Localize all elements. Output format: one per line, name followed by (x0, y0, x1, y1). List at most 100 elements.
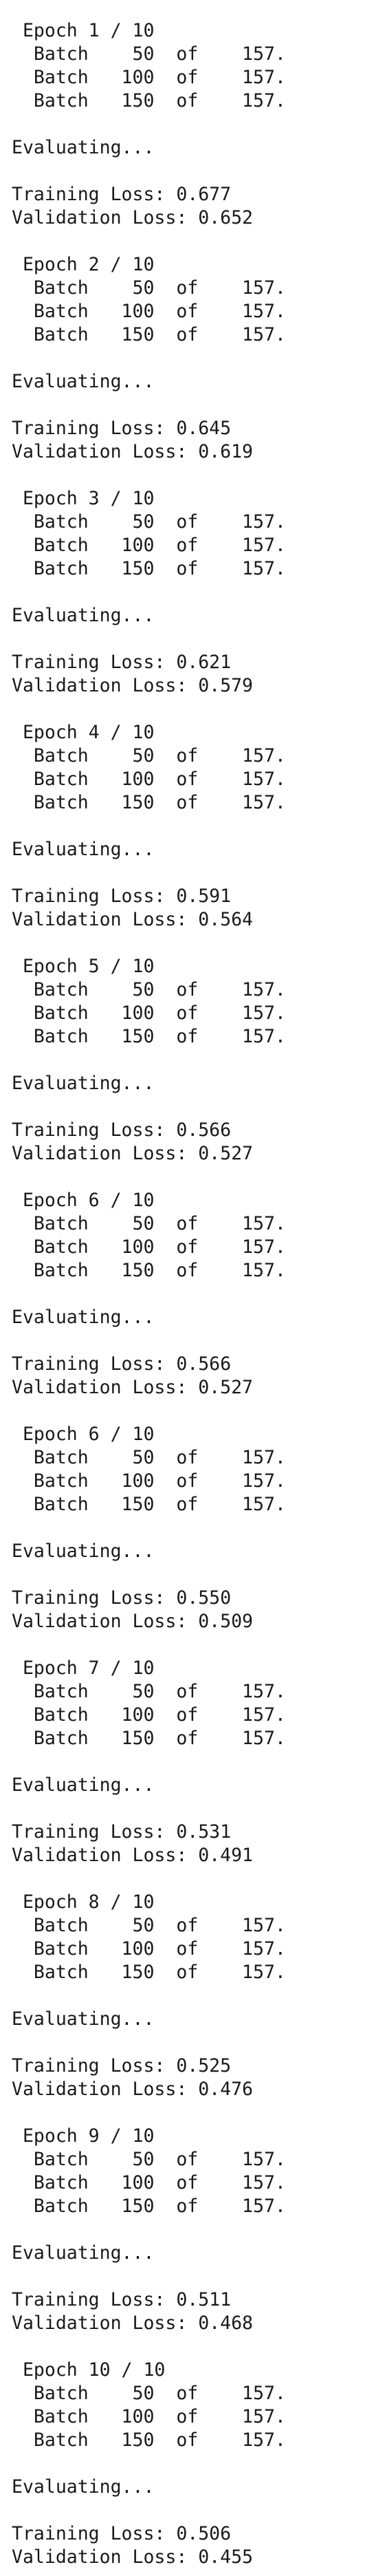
training-loss-line: Training Loss: 0.621 (12, 652, 232, 673)
training-loss-line: Training Loss: 0.525 (12, 2055, 232, 2076)
blank-line (12, 2335, 374, 2359)
batch-progress-line: Batch 100 of 157. (12, 301, 286, 322)
blank-line (12, 1867, 374, 1891)
blank-line (12, 1049, 374, 1072)
blank-line (12, 1399, 374, 1423)
blank-line (12, 1516, 374, 1540)
evaluating-line: Evaluating... (12, 2476, 155, 2498)
blank-line (12, 815, 374, 838)
batch-progress-line: Batch 50 of 157. (12, 1681, 286, 1702)
batch-progress-line: Batch 50 of 157. (12, 979, 286, 1000)
batch-progress-line: Batch 50 of 157. (12, 1447, 286, 1468)
batch-progress-line: Batch 50 of 157. (12, 511, 286, 533)
blank-line (12, 2101, 374, 2125)
evaluating-line: Evaluating... (12, 137, 155, 158)
batch-progress-line: Batch 100 of 157. (12, 1236, 286, 1258)
epoch-header-line: Epoch 6 / 10 (12, 1190, 155, 1211)
blank-line (12, 1633, 374, 1657)
blank-line (12, 1984, 374, 2008)
batch-progress-line: Batch 100 of 157. (12, 2406, 286, 2427)
blank-line (12, 581, 374, 604)
batch-progress-line: Batch 150 of 157. (12, 324, 286, 345)
training-loss-line: Training Loss: 0.550 (12, 1587, 232, 1609)
batch-progress-line: Batch 100 of 157. (12, 67, 286, 88)
epoch-header-line: Epoch 10 / 10 (12, 2359, 166, 2381)
blank-line (12, 464, 374, 487)
blank-line (12, 627, 374, 651)
batch-progress-line: Batch 100 of 157. (12, 1704, 286, 1726)
training-loss-line: Training Loss: 0.566 (12, 1353, 232, 1375)
epoch-header-line: Epoch 3 / 10 (12, 488, 155, 509)
batch-progress-line: Batch 150 of 157. (12, 1728, 286, 1749)
blank-line (12, 2499, 374, 2522)
batch-progress-line: Batch 100 of 157. (12, 1470, 286, 1492)
validation-loss-line: Validation Loss: 0.564 (12, 909, 253, 930)
batch-progress-line: Batch 100 of 157. (12, 769, 286, 790)
epoch-header-line: Epoch 2 / 10 (12, 254, 155, 275)
evaluating-line: Evaluating... (12, 371, 155, 392)
batch-progress-line: Batch 150 of 157. (12, 1962, 286, 1983)
training-loss-line: Training Loss: 0.506 (12, 2523, 232, 2544)
blank-line (12, 1750, 374, 1774)
evaluating-line: Evaluating... (12, 1541, 155, 1562)
epoch-header-line: Epoch 6 / 10 (12, 1424, 155, 1445)
validation-loss-line: Validation Loss: 0.455 (12, 2546, 253, 2568)
training-loss-line: Training Loss: 0.531 (12, 1821, 232, 1843)
blank-line (12, 394, 374, 417)
evaluating-line: Evaluating... (12, 1073, 155, 1094)
blank-line (12, 230, 374, 253)
training-loss-line: Training Loss: 0.677 (12, 184, 232, 205)
validation-loss-line: Validation Loss: 0.476 (12, 2079, 253, 2100)
blank-line (12, 2265, 374, 2288)
evaluating-line: Evaluating... (12, 1774, 155, 1796)
epoch-header-line: Epoch 5 / 10 (12, 956, 155, 977)
batch-progress-line: Batch 150 of 157. (12, 558, 286, 579)
validation-loss-line: Validation Loss: 0.468 (12, 2312, 253, 2334)
evaluating-line: Evaluating... (12, 1307, 155, 1328)
blank-line (12, 113, 374, 136)
batch-progress-line: Batch 150 of 157. (12, 792, 286, 813)
batch-progress-line: Batch 150 of 157. (12, 1494, 286, 1515)
batch-progress-line: Batch 150 of 157. (12, 2429, 286, 2451)
blank-line (12, 347, 374, 370)
batch-progress-line: Batch 100 of 157. (12, 1002, 286, 1024)
batch-progress-line: Batch 50 of 157. (12, 1915, 286, 1936)
epoch-header-line: Epoch 7 / 10 (12, 1657, 155, 1679)
evaluating-line: Evaluating... (12, 839, 155, 860)
blank-line (12, 1797, 374, 1821)
blank-line (12, 160, 374, 183)
batch-progress-line: Batch 100 of 157. (12, 1938, 286, 1960)
batch-progress-line: Batch 50 of 157. (12, 43, 286, 65)
batch-progress-line: Batch 50 of 157. (12, 745, 286, 766)
training-loss-line: Training Loss: 0.591 (12, 886, 232, 907)
evaluating-line: Evaluating... (12, 2242, 155, 2264)
validation-loss-line: Validation Loss: 0.619 (12, 441, 253, 462)
batch-progress-line: Batch 50 of 157. (12, 277, 286, 299)
evaluating-line: Evaluating... (12, 2008, 155, 2030)
training-loss-line: Training Loss: 0.566 (12, 1119, 232, 1141)
batch-progress-line: Batch 150 of 157. (12, 90, 286, 111)
batch-progress-line: Batch 100 of 157. (12, 535, 286, 556)
training-loss-line: Training Loss: 0.511 (12, 2289, 232, 2310)
batch-progress-line: Batch 50 of 157. (12, 2383, 286, 2404)
batch-progress-line: Batch 150 of 157. (12, 1026, 286, 1047)
epoch-header-line: Epoch 8 / 10 (12, 1891, 155, 1913)
validation-loss-line: Validation Loss: 0.527 (12, 1377, 253, 1398)
blank-line (12, 1166, 374, 1189)
validation-loss-line: Validation Loss: 0.509 (12, 1611, 253, 1632)
epoch-header-line: Epoch 4 / 10 (12, 722, 155, 743)
blank-line (12, 2452, 374, 2476)
blank-line (12, 2218, 374, 2242)
batch-progress-line: Batch 50 of 157. (12, 2149, 286, 2170)
blank-line (12, 1329, 374, 1353)
blank-line (12, 861, 374, 885)
blank-line (12, 698, 374, 721)
validation-loss-line: Validation Loss: 0.579 (12, 675, 253, 696)
batch-progress-line: Batch 50 of 157. (12, 1213, 286, 1234)
validation-loss-line: Validation Loss: 0.527 (12, 1143, 253, 1164)
batch-progress-line: Batch 150 of 157. (12, 1260, 286, 1281)
epoch-header-line: Epoch 9 / 10 (12, 2125, 155, 2147)
epoch-header-line: Epoch 1 / 10 (12, 20, 155, 41)
blank-line (12, 932, 374, 955)
